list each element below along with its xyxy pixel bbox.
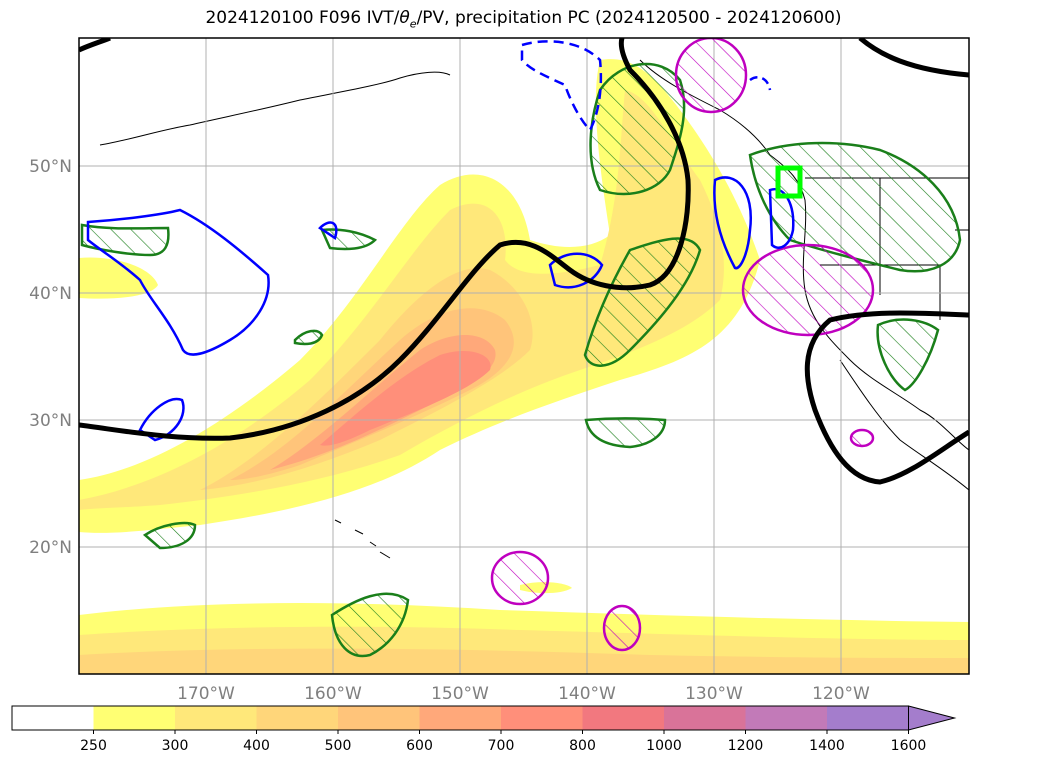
green-contour-coast-north: [589, 62, 686, 196]
lon-label-120w: 120°W: [812, 684, 870, 704]
lon-label-170w: 170°W: [177, 684, 235, 704]
green-contour-small-2: [293, 329, 324, 346]
lat-label-40: 40°N: [29, 284, 72, 304]
precip-blue-layer: [86, 40, 795, 442]
map-frame: [78, 37, 970, 675]
lat-label-30: 30°N: [29, 411, 72, 431]
precip-green-layer: [80, 62, 962, 658]
colorbar-tick-label: 500: [325, 738, 352, 754]
ivt-700-region: [320, 350, 491, 446]
magenta-contour-california: [741, 243, 875, 337]
colorbar-tick-label: 1000: [646, 738, 682, 754]
lon-label-160w: 160°W: [304, 684, 362, 704]
colorbar-segment: [175, 706, 257, 730]
colorbar: 250 300 400 500 600 700 800 1000 1200 1400 1600: [11, 705, 957, 754]
green-contour-west: [80, 223, 170, 257]
lon-label-150w: 150°W: [431, 684, 489, 704]
lon-label-140w: 140°W: [558, 684, 616, 704]
lat-label-50: 50°N: [29, 157, 72, 177]
longitude-labels: 170°W 160°W 150°W 140°W 130°W 120°W: [177, 684, 870, 704]
colorbar-segment: [582, 706, 665, 730]
ivt-400-south-region: [79, 648, 969, 674]
colorbar-segment: [93, 706, 176, 730]
colorbar-tick-label: 1400: [809, 738, 845, 754]
colorbar-segment: [12, 706, 94, 730]
colorbar-segment: [664, 706, 746, 730]
pv-contour-layer: [79, 38, 969, 485]
blue-contour-dashed-north: [520, 40, 603, 133]
magenta-contour-mexico: [849, 428, 875, 448]
colorbar-tick-label: 1200: [728, 738, 764, 754]
colorbar-segment: [338, 706, 420, 730]
colorbar-segment: [419, 706, 502, 730]
colorbar-tick-label: 250: [80, 738, 107, 754]
highlight-box: [775, 165, 803, 199]
green-contour-mexico: [876, 318, 940, 392]
lat-label-20: 20°N: [29, 538, 72, 558]
ivt-300-region: [79, 90, 724, 510]
green-contour-sw: [142, 521, 197, 550]
magenta-contour-south-small: [602, 604, 642, 652]
blue-contour-dashed-small: [749, 76, 772, 91]
ivt-250-west-region: [79, 257, 158, 299]
mexico-coastline: [839, 359, 969, 491]
blue-contour-mid: [548, 252, 604, 289]
ivt-fill-layer: [79, 59, 969, 674]
green-contour-south: [584, 417, 667, 449]
colorbar-segment: [827, 706, 909, 730]
alaska-coastline: [99, 71, 451, 146]
colorbar-outline: [11, 705, 909, 731]
colorbar-tick-label: 1600: [891, 738, 927, 754]
pv-contour-northeast: [858, 38, 969, 78]
colorbar-tick-label: 800: [569, 738, 596, 754]
magenta-contour-south: [490, 550, 550, 606]
blue-contour-coast-2: [768, 188, 795, 249]
pv-contour-northwest: [79, 38, 111, 53]
colorbar-segment: [256, 706, 339, 730]
colorbar-tick-label: 700: [488, 738, 515, 754]
lon-label-130w: 130°W: [685, 684, 743, 704]
latitude-labels: 50°N 40°N 30°N 20°N: [29, 157, 72, 558]
colorbar-extend-arrow: [908, 705, 957, 731]
colorbar-tick-label: 600: [406, 738, 433, 754]
magenta-contour-north: [674, 38, 748, 114]
blue-contour-coast: [713, 176, 753, 270]
precip-magenta-layer: [490, 38, 875, 652]
blue-contour-small-west: [318, 221, 338, 240]
colorbar-tick-label: 400: [243, 738, 270, 754]
map-title: 2024120100 F096 IVT/θe/PV, precipitation…: [205, 8, 842, 31]
green-contour-hawaii: [330, 592, 410, 658]
colorbar-segment: [745, 706, 828, 730]
colorbar-tick-label: 300: [162, 738, 189, 754]
colorbar-segment: [501, 706, 583, 730]
hawaii-islands: [334, 519, 391, 559]
pv-contour-main: [79, 38, 691, 441]
blue-contour-west: [86, 208, 270, 356]
pv-contour-east: [804, 310, 969, 485]
